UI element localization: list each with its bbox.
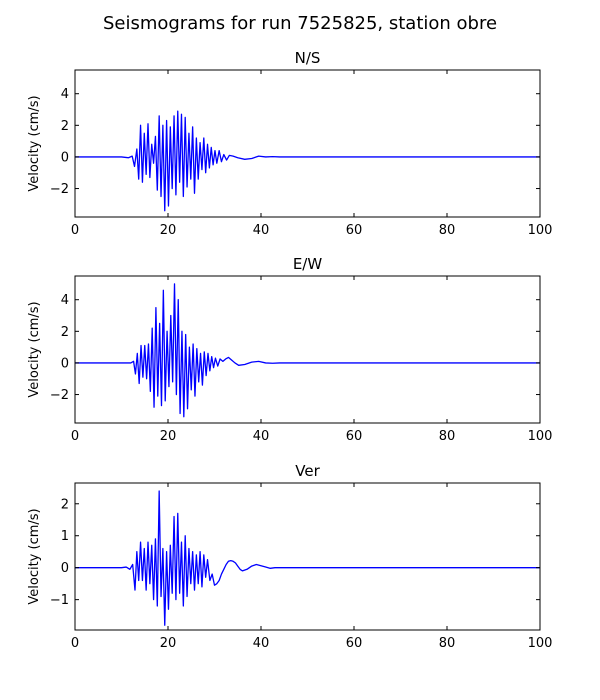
panel-2: E/W 0 20 40 60 80 100 −2 0 2 4 Velocity (cm/s) [27, 255, 552, 444]
series-line [75, 490, 540, 626]
x-tick-label: 0 [71, 429, 79, 444]
x-tick-label: 60 [346, 429, 363, 444]
x-tick-label: 0 [71, 223, 79, 238]
x-tick-label: 20 [160, 223, 177, 238]
y-tick-label: 4 [61, 87, 69, 102]
x-tick-label: 60 [346, 223, 363, 238]
plot-frame [74, 69, 541, 218]
y-tick-label: −1 [50, 593, 69, 608]
x-tick-label: 20 [160, 636, 177, 651]
x-tick-label: 80 [439, 636, 456, 651]
x-tick-label: 100 [528, 429, 553, 444]
x-tick-label: 60 [346, 636, 363, 651]
y-axis-label: Velocity (cm/s) [27, 95, 42, 191]
x-tick-label: 80 [439, 223, 456, 238]
series-line [75, 283, 540, 418]
panel-title: N/S [295, 49, 321, 67]
x-tick-label: 0 [71, 636, 79, 651]
y-tick-label: −2 [50, 388, 69, 403]
panel-title: Ver [295, 462, 320, 480]
x-tick-label: 100 [528, 636, 553, 651]
plot-frame [74, 275, 541, 424]
panel-title: E/W [293, 255, 323, 273]
x-tick-label: 20 [160, 429, 177, 444]
y-axis-label: Velocity (cm/s) [27, 508, 42, 604]
y-tick-label: 0 [61, 356, 69, 371]
y-tick-label: 0 [61, 561, 69, 576]
y-axis-label: Velocity (cm/s) [27, 301, 42, 397]
y-tick-label: 0 [61, 150, 69, 165]
x-tick-label: 100 [528, 223, 553, 238]
panel-3: Ver 0 20 40 60 80 100 −1 0 1 2 Velocity (cm/s) [27, 462, 552, 651]
y-tick-label: 2 [61, 497, 69, 512]
plot-frame [74, 482, 541, 631]
panel-1: N/S 0 20 40 60 80 100 −2 0 2 4 Velocity (cm/s) [27, 49, 552, 238]
y-tick-label: 2 [61, 325, 69, 340]
series-line [75, 110, 540, 212]
x-tick-label: 40 [253, 429, 270, 444]
x-tick-label: 40 [253, 636, 270, 651]
x-tick-label: 40 [253, 223, 270, 238]
y-tick-label: 4 [61, 293, 69, 308]
y-tick-label: −2 [50, 182, 69, 197]
y-tick-label: 1 [61, 529, 69, 544]
figure-title: Seismograms for run 7525825, station obr… [103, 13, 497, 34]
y-tick-label: 2 [61, 119, 69, 134]
x-tick-label: 80 [439, 429, 456, 444]
